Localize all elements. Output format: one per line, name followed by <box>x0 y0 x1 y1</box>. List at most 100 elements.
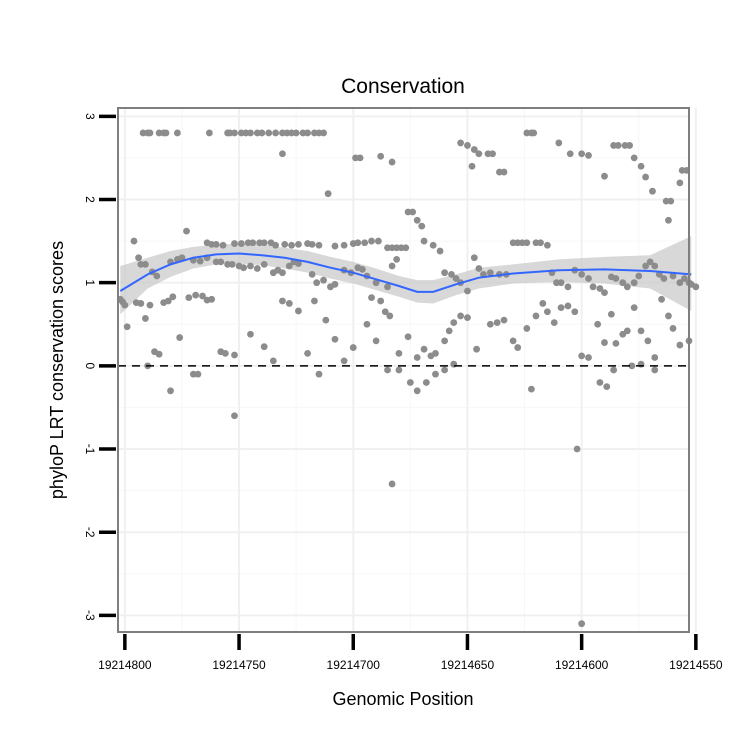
data-point <box>628 362 636 370</box>
data-point <box>644 337 652 345</box>
data-point <box>185 294 193 302</box>
data-point <box>320 129 327 137</box>
data-point <box>368 237 375 245</box>
data-point <box>530 129 538 137</box>
data-point <box>199 292 206 300</box>
data-point <box>489 150 496 158</box>
data-point <box>432 349 439 357</box>
data-point <box>578 620 586 628</box>
data-point <box>486 320 494 328</box>
data-point <box>164 297 172 305</box>
data-point <box>537 239 544 247</box>
data-point <box>573 445 581 453</box>
data-point <box>295 307 302 315</box>
data-point <box>539 300 547 307</box>
data-point <box>470 146 478 153</box>
data-point <box>285 300 293 307</box>
data-point <box>406 379 414 386</box>
data-point <box>169 293 177 301</box>
data-point <box>372 279 380 287</box>
data-point <box>630 279 638 287</box>
data-point <box>279 150 286 158</box>
data-point <box>361 239 369 247</box>
data-point <box>642 262 650 270</box>
data-point <box>176 334 184 341</box>
data-point <box>219 241 227 249</box>
data-point <box>349 344 357 351</box>
data-point <box>178 254 186 262</box>
data-point <box>331 280 339 288</box>
data-point <box>676 279 684 287</box>
data-point <box>247 129 254 137</box>
data-point <box>585 354 592 361</box>
data-point <box>571 308 579 316</box>
data-point <box>260 260 268 268</box>
data-point <box>315 241 323 249</box>
data-point <box>247 330 254 338</box>
data-point <box>386 312 394 320</box>
data-point <box>626 142 634 149</box>
data-point <box>409 208 417 216</box>
data-point <box>637 162 645 170</box>
data-point <box>676 179 684 187</box>
data-point <box>395 349 403 357</box>
data-point <box>123 323 131 331</box>
data-point <box>142 260 149 268</box>
data-point <box>692 283 700 291</box>
x-tick-label: 19214800 <box>98 658 152 672</box>
data-point <box>649 187 656 195</box>
x-tick-label: 19214650 <box>441 658 495 672</box>
data-point <box>279 269 286 277</box>
x-axis: 19214800 19214750 19214700 19214650 19214600… <box>98 634 723 672</box>
data-point <box>331 335 339 343</box>
data-point <box>212 241 220 248</box>
smooth-line-layer <box>119 252 692 293</box>
data-point <box>146 129 154 137</box>
x-axis-title: Genomic Position <box>332 689 473 709</box>
data-point <box>603 383 611 391</box>
data-point <box>514 344 522 351</box>
data-point <box>304 349 311 357</box>
data-point <box>646 258 654 266</box>
data-point <box>543 308 551 316</box>
data-point <box>658 295 665 303</box>
data-point <box>146 301 154 309</box>
data-point <box>448 270 455 278</box>
data-point <box>388 158 396 166</box>
data-point <box>354 239 362 247</box>
data-point <box>420 237 428 245</box>
data-point <box>651 354 659 361</box>
data-point <box>500 168 508 176</box>
data-points <box>116 129 700 628</box>
data-point <box>183 227 190 235</box>
data-point <box>231 351 238 359</box>
data-point <box>384 366 391 374</box>
data-point <box>509 337 517 345</box>
data-point <box>308 270 316 278</box>
data-point <box>196 257 204 265</box>
y-axis-title: phyloP LRT conservation scores <box>47 241 67 499</box>
data-point <box>313 279 321 287</box>
data-point <box>635 272 643 280</box>
data-point <box>137 300 145 307</box>
data-point <box>441 366 449 374</box>
data-point <box>381 308 389 316</box>
data-point <box>429 241 437 249</box>
chart-title: Conservation <box>341 75 465 98</box>
data-point <box>555 139 563 147</box>
data-point <box>377 152 385 160</box>
data-point <box>418 222 426 230</box>
data-point <box>564 302 572 310</box>
data-point <box>612 339 620 347</box>
data-point <box>669 272 677 280</box>
data-point <box>523 325 531 332</box>
data-point <box>601 339 608 346</box>
data-point <box>623 327 631 335</box>
data-point <box>260 239 268 247</box>
data-point <box>630 304 638 312</box>
data-point <box>578 352 586 360</box>
data-point <box>308 241 316 248</box>
data-point <box>231 240 238 247</box>
data-point <box>614 142 622 149</box>
